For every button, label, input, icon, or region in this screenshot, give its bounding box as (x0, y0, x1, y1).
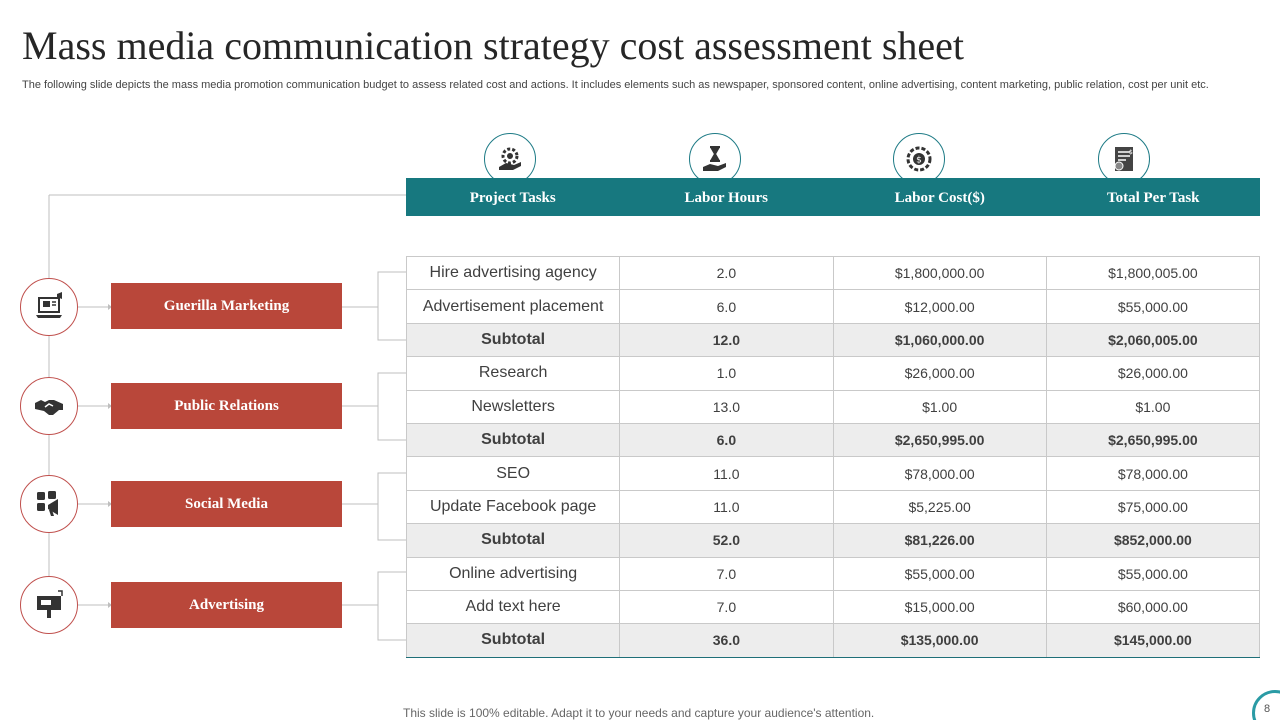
hours-cell: 13.0 (619, 389, 834, 424)
cost-cell: $5,225.00 (832, 489, 1047, 525)
cost-cell: $1.00 (832, 389, 1047, 424)
task-cell: Advertisement placement (405, 289, 621, 324)
table-row: Advertisement placement 6.0 $12,000.00 $… (405, 289, 1261, 324)
category-public-relations: Public Relations (111, 383, 342, 429)
page-badge (1252, 690, 1280, 720)
table-row: SEO 11.0 $78,000.00 $78,000.00 (405, 456, 1261, 491)
billboard-icon (20, 576, 78, 634)
table-row: Online advertising 7.0 $55,000.00 $55,00… (405, 556, 1261, 591)
category-guerilla-marketing: Guerilla Marketing (111, 283, 342, 329)
svg-text:$: $ (916, 156, 922, 166)
total-cell: $145,000.00 (1045, 623, 1261, 658)
task-cell: Research (405, 356, 621, 391)
cost-cell: $2,650,995.00 (832, 422, 1047, 458)
hours-cell: 7.0 (619, 556, 834, 591)
category-social-media: Social Media (111, 481, 342, 527)
slide-subtitle: The following slide depicts the mass med… (22, 79, 1209, 91)
column-total-per-task: Total Per Task (1106, 189, 1200, 206)
task-cell: Subtotal (405, 322, 621, 358)
table-row: Newsletters 13.0 $1.00 $1.00 (405, 389, 1261, 424)
table-row: Hire advertising agency 2.0 $1,800,000.0… (405, 255, 1261, 291)
hours-cell: 6.0 (619, 422, 834, 458)
handshake-icon (20, 377, 78, 435)
hours-cell: 12.0 (619, 322, 834, 358)
social-megaphone-icon (20, 475, 78, 533)
task-cell: SEO (405, 456, 621, 491)
total-cell: $75,000.00 (1045, 489, 1261, 525)
subtotal-row: Subtotal 36.0 $135,000.00 $145,000.00 (405, 623, 1261, 658)
total-cell: $55,000.00 (1045, 556, 1261, 591)
table-header: Project Tasks Labor Hours Labor Cost($) … (406, 178, 1260, 216)
task-cell: Subtotal (405, 523, 621, 558)
cost-cell: $55,000.00 (832, 556, 1047, 591)
cost-cell: $135,000.00 (832, 623, 1047, 658)
money-gear-icon: $ (893, 133, 945, 185)
column-labor-hours: Labor Hours (684, 189, 769, 206)
total-cell: $60,000.00 (1045, 589, 1261, 625)
document-certificate-icon: $ (1098, 133, 1150, 185)
task-cell: Newsletters (405, 389, 621, 424)
cost-cell: $15,000.00 (832, 589, 1047, 625)
category-advertising: Advertising (111, 582, 342, 628)
hours-cell: 7.0 (619, 589, 834, 625)
table-row: Add text here 7.0 $15,000.00 $60,000.00 (405, 589, 1261, 625)
total-cell: $2,650,995.00 (1045, 422, 1261, 458)
table-row: Update Facebook page 11.0 $5,225.00 $75,… (405, 489, 1261, 525)
task-cell: Subtotal (405, 623, 621, 658)
total-cell: $1.00 (1045, 389, 1261, 424)
cost-cell: $81,226.00 (832, 523, 1047, 558)
cost-cell: $1,060,000.00 (832, 322, 1047, 358)
cost-cell: $1,800,000.00 (832, 255, 1047, 291)
total-cell: $2,060,005.00 (1045, 322, 1261, 358)
cost-cell: $26,000.00 (832, 356, 1047, 391)
hourglass-hand-icon (689, 133, 741, 185)
cost-table: Hire advertising agency 2.0 $1,800,000.0… (405, 255, 1261, 658)
subtotal-row: Subtotal 52.0 $81,226.00 $852,000.00 (405, 523, 1261, 558)
task-cell: Online advertising (405, 556, 621, 591)
table-row: Research 1.0 $26,000.00 $26,000.00 (405, 356, 1261, 391)
task-cell: Add text here (405, 589, 621, 625)
total-cell: $78,000.00 (1045, 456, 1261, 491)
hours-cell: 11.0 (619, 489, 834, 525)
subtotal-row: Subtotal 12.0 $1,060,000.00 $2,060,005.0… (405, 322, 1261, 358)
page-number: 8 (1264, 703, 1271, 715)
svg-text:$: $ (1129, 149, 1133, 156)
subtotal-row: Subtotal 6.0 $2,650,995.00 $2,650,995.00 (405, 422, 1261, 458)
total-cell: $26,000.00 (1045, 356, 1261, 391)
total-cell: $1,800,005.00 (1045, 255, 1261, 291)
laptop-megaphone-icon (20, 278, 78, 336)
total-cell: $55,000.00 (1045, 289, 1261, 324)
hours-cell: 1.0 (619, 356, 834, 391)
task-cell: Subtotal (405, 422, 621, 458)
cost-cell: $12,000.00 (832, 289, 1047, 324)
task-cell: Hire advertising agency (405, 255, 621, 291)
hours-cell: 52.0 (619, 523, 834, 558)
hours-cell: 36.0 (619, 623, 834, 658)
footer-note: This slide is 100% editable. Adapt it to… (403, 706, 875, 720)
slide-title: Mass media communication strategy cost a… (22, 23, 965, 68)
total-cell: $852,000.00 (1045, 523, 1261, 558)
hours-cell: 2.0 (619, 255, 834, 291)
column-labor-cost: Labor Cost($) (894, 189, 985, 206)
task-cell: Update Facebook page (405, 489, 621, 525)
gear-hand-icon (484, 133, 536, 185)
hours-cell: 6.0 (619, 289, 834, 324)
column-project-tasks: Project Tasks (469, 189, 556, 206)
cost-cell: $78,000.00 (832, 456, 1047, 491)
hours-cell: 11.0 (619, 456, 834, 491)
